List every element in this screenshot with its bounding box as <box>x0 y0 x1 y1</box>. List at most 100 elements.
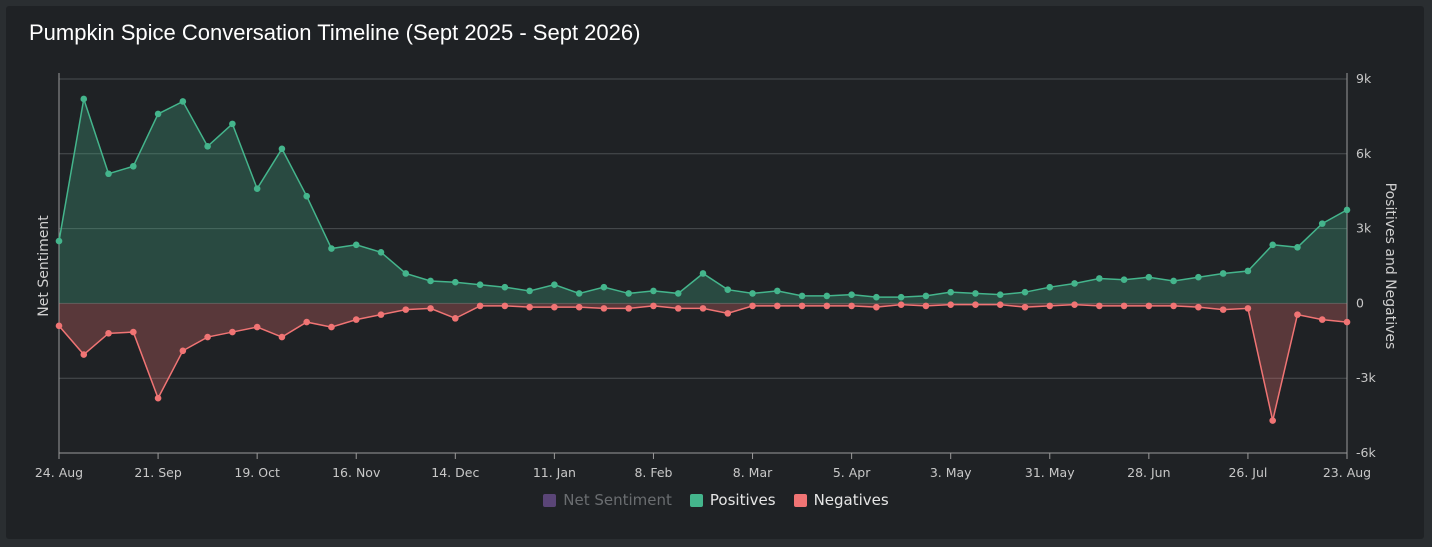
positives-point <box>922 292 930 300</box>
x-tick-label: 8. Mar <box>733 465 773 480</box>
positives-point <box>130 162 137 170</box>
legend-swatch-positives <box>689 493 703 507</box>
negatives-point <box>154 394 162 402</box>
legend: Net Sentiment Positives Negatives <box>0 491 1432 509</box>
x-tick-label: 31. May <box>1025 465 1075 480</box>
positives-point <box>947 288 954 296</box>
negatives-point <box>278 333 286 341</box>
positives-point <box>328 245 335 252</box>
negatives-point <box>229 328 236 336</box>
positives-point <box>1318 220 1326 227</box>
positives-point <box>1269 241 1276 249</box>
positives-point <box>501 283 509 291</box>
x-tick-label: 26. Jul <box>1228 465 1267 480</box>
positives-point <box>1071 280 1078 287</box>
x-tick-label: 16. Nov <box>332 465 381 480</box>
negatives-point <box>1021 303 1029 311</box>
positives-point <box>873 293 880 301</box>
y-tick-label: -3k <box>1356 370 1376 385</box>
x-tick-label: 23. Aug <box>1323 465 1371 480</box>
legend-item-positives[interactable]: Positives <box>689 491 776 509</box>
negatives-point <box>1244 305 1252 312</box>
negatives-point <box>575 303 583 311</box>
legend-item-negatives[interactable]: Negatives <box>793 491 889 509</box>
y-tick-label: 6k <box>1356 146 1372 161</box>
y-tick-label: 0 <box>1356 295 1364 310</box>
positives-point <box>551 281 558 289</box>
negatives-point <box>328 323 335 331</box>
negatives-point <box>996 301 1004 308</box>
negatives-point <box>774 302 781 310</box>
negatives-point <box>377 311 385 318</box>
legend-label-net-sentiment: Net Sentiment <box>563 491 672 509</box>
positives-point <box>575 290 583 297</box>
negatives-point <box>848 302 855 310</box>
positives-point <box>1021 288 1029 296</box>
y-tick-label: 3k <box>1356 221 1372 236</box>
legend-label-negatives: Negatives <box>813 491 889 509</box>
x-tick-label: 3. May <box>930 465 972 480</box>
x-tick-label: 19. Oct <box>234 465 280 480</box>
positives-point <box>1120 276 1128 284</box>
x-tick-label: 11. Jan <box>533 465 576 480</box>
positives-point <box>278 145 286 153</box>
positives-point <box>1219 270 1227 277</box>
negatives-point <box>452 315 459 322</box>
positives-point <box>724 286 732 293</box>
positives-point <box>798 292 806 300</box>
negatives-point <box>105 330 112 337</box>
negatives-point <box>972 301 979 308</box>
positives-point <box>972 290 979 297</box>
positives-point <box>996 291 1004 298</box>
x-tick-label: 14. Dec <box>431 465 479 480</box>
positives-point <box>427 277 434 285</box>
x-tick-label: 21. Sep <box>134 465 181 480</box>
negatives-point <box>179 347 187 355</box>
positives-point <box>303 192 310 200</box>
x-tick-label: 28. Jun <box>1127 465 1170 480</box>
positives-point <box>476 281 484 289</box>
negatives-point <box>1294 311 1301 318</box>
negatives-point <box>130 328 137 336</box>
positives-point <box>179 98 187 105</box>
legend-item-net-sentiment[interactable]: Net Sentiment <box>543 491 672 509</box>
y-tick-label: 9k <box>1356 71 1372 86</box>
positives-point <box>154 110 162 118</box>
y-tick-label: -6k <box>1356 445 1376 460</box>
negatives-point <box>1195 303 1202 311</box>
positives-point <box>253 185 261 193</box>
negatives-point <box>253 323 261 331</box>
negatives-point <box>798 302 806 310</box>
negatives-point <box>402 306 410 313</box>
negatives-point <box>551 303 558 311</box>
negatives-point <box>922 302 930 310</box>
negatives-point <box>1046 302 1054 310</box>
negatives-point <box>1343 318 1351 326</box>
positives-point <box>1170 277 1177 285</box>
positives-point <box>452 278 459 286</box>
positives-point <box>823 292 831 300</box>
positives-point <box>1294 244 1301 251</box>
positives-point <box>674 290 682 297</box>
positives-point <box>848 291 855 298</box>
negatives-area <box>59 303 1347 421</box>
negatives-point <box>873 303 880 311</box>
positives-point <box>1096 275 1103 282</box>
positives-point <box>650 287 657 295</box>
legend-swatch-negatives <box>793 493 807 507</box>
negatives-point <box>600 305 608 312</box>
negatives-point <box>897 301 905 308</box>
positives-point <box>625 290 632 297</box>
negatives-point <box>1145 302 1153 310</box>
negatives-point <box>1269 417 1276 424</box>
positives-point <box>377 248 385 256</box>
x-tick-label: 8. Feb <box>634 465 672 480</box>
positives-point <box>1343 206 1351 214</box>
negatives-point <box>625 305 632 312</box>
positives-point <box>749 290 756 297</box>
legend-swatch-net-sentiment <box>543 493 557 507</box>
x-tick-label: 5. Apr <box>833 465 871 480</box>
negatives-point <box>749 302 756 310</box>
positives-point <box>699 270 707 277</box>
